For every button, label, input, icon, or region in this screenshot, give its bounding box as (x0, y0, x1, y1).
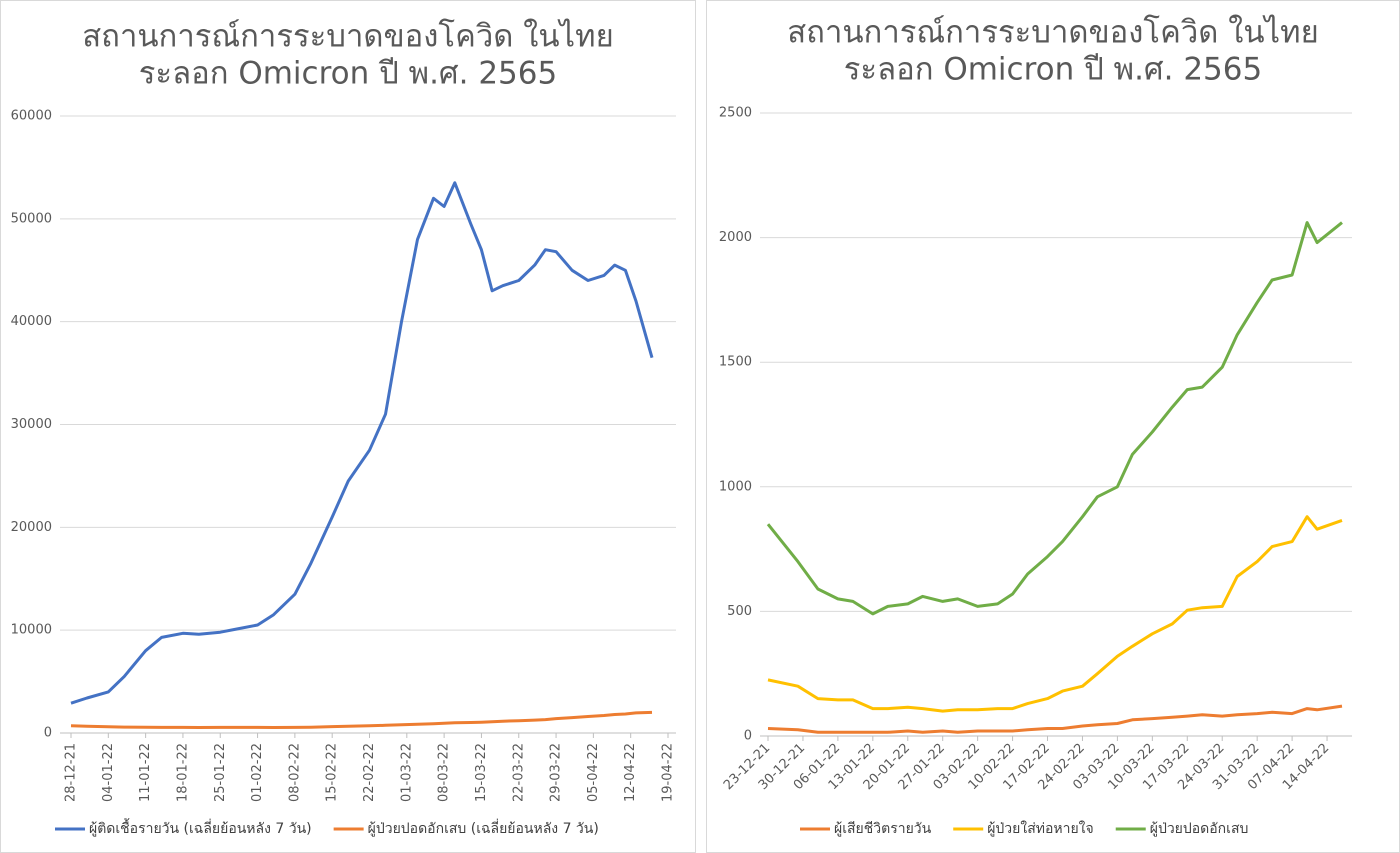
x-tick-label: 25-01-22 (213, 743, 228, 802)
legend-label: ผู้ป่วยปอดอักเสบ (เฉลี่ยย้อนหลัง 7 วัน) (368, 819, 599, 837)
chart-title: สถานการณ์การระบาดของโควิด ในไทย (787, 15, 1318, 51)
x-tick-label: 05-04-22 (586, 743, 601, 802)
panel (706, 0, 1400, 853)
x-tick-label: 28-12-21 (64, 743, 79, 802)
x-tick-label: 15-03-22 (474, 743, 489, 802)
x-tick-label: 18-01-22 (175, 743, 190, 802)
y-tick-label: 60000 (11, 109, 52, 124)
y-tick-label: 40000 (11, 314, 52, 329)
series-line (767, 515, 1343, 713)
x-tick-label: 29-03-22 (549, 743, 564, 802)
legend-label: ผู้เสียชีวิตรายวัน (834, 821, 932, 837)
series-line (70, 710, 653, 729)
y-tick-label: 2000 (719, 230, 752, 245)
y-tick-label: 0 (744, 729, 752, 744)
panel (0, 0, 696, 853)
y-tick-label: 20000 (11, 520, 52, 535)
y-tick-label: 1000 (719, 479, 752, 494)
x-tick-label: 08-03-22 (437, 743, 452, 802)
x-tick-label: 15-02-22 (325, 743, 340, 802)
y-tick-label: 2500 (719, 106, 752, 121)
x-tick-label: 19-04-22 (661, 743, 676, 802)
y-tick-label: 1500 (719, 355, 752, 370)
x-tick-label: 04-01-22 (101, 743, 116, 802)
legend-label: ผู้ป่วยปอดอักเสบ (1150, 821, 1249, 837)
x-tick-label: 22-03-22 (511, 743, 526, 802)
x-tick-label: 08-02-22 (287, 743, 302, 802)
y-tick-label: 50000 (11, 211, 52, 226)
x-tick-label: 11-01-22 (138, 743, 153, 802)
x-tick-label: 01-03-22 (399, 743, 414, 802)
y-tick-label: 10000 (11, 623, 52, 638)
chart-title: ระลอก Omicron ปี พ.ศ. 2565 (139, 56, 557, 92)
y-tick-label: 500 (727, 604, 752, 619)
series-line (766, 221, 1343, 616)
chart-title: ระลอก Omicron ปี พ.ศ. 2565 (844, 52, 1262, 88)
y-tick-label: 30000 (11, 417, 52, 432)
y-tick-label: 0 (44, 726, 52, 741)
legend-label: ผู้ติดเชื้อรายวัน (เฉลี่ยย้อนหลัง 7 วัน) (89, 818, 312, 837)
chart-title: สถานการณ์การระบาดของโควิด ในไทย (82, 19, 613, 55)
series-line (70, 181, 654, 705)
x-tick-label: 22-02-22 (362, 743, 377, 802)
legend-label: ผู้ป่วยใส่ท่อหายใจ (987, 820, 1094, 837)
series-line (767, 704, 1343, 734)
x-tick-label: 12-04-22 (623, 743, 638, 802)
x-tick-label: 01-02-22 (250, 743, 265, 802)
